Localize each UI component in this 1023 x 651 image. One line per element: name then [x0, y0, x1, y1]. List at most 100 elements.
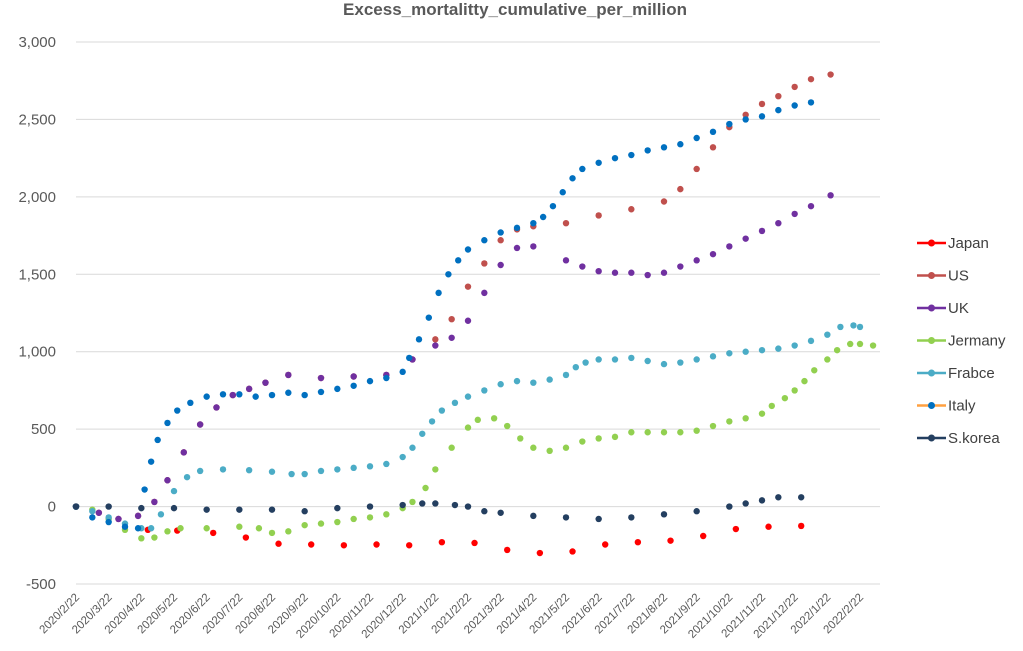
- data-point: [464, 246, 472, 253]
- data-point: [170, 504, 178, 512]
- legend-marker: [928, 337, 935, 344]
- legend-label: US: [948, 268, 969, 285]
- data-point: [513, 244, 521, 252]
- data-point: [837, 323, 844, 331]
- data-point: [350, 373, 357, 380]
- data-point: [559, 189, 566, 196]
- data-point: [742, 348, 749, 355]
- data-point: [726, 350, 733, 357]
- data-point: [262, 379, 269, 386]
- data-point: [595, 267, 602, 275]
- data-point: [726, 418, 733, 425]
- data-point: [141, 486, 148, 493]
- legend-item-s-korea: S.korea: [917, 430, 1000, 447]
- data-point: [517, 435, 524, 442]
- legend-marker: [928, 239, 935, 247]
- data-point: [419, 430, 426, 437]
- data-point: [572, 364, 579, 371]
- data-point: [95, 509, 103, 516]
- data-point: [409, 444, 416, 451]
- data-point: [252, 393, 259, 400]
- data-point: [203, 525, 210, 532]
- data-point: [134, 525, 142, 532]
- legend-item-us: US: [917, 268, 969, 285]
- data-point: [451, 501, 459, 509]
- data-point: [847, 340, 854, 348]
- data-point: [628, 354, 635, 362]
- data-point: [595, 212, 602, 219]
- data-point: [301, 521, 308, 529]
- series-us: [72, 71, 834, 523]
- data-point: [105, 514, 112, 521]
- data-point: [203, 393, 210, 400]
- data-point: [758, 497, 766, 504]
- data-point: [409, 498, 416, 506]
- data-point: [236, 506, 243, 513]
- data-point: [824, 356, 831, 363]
- data-point: [667, 537, 674, 544]
- data-point: [481, 508, 488, 515]
- data-point: [196, 467, 204, 475]
- data-point: [317, 388, 325, 396]
- data-point: [677, 263, 684, 270]
- gridlines: [76, 41, 880, 585]
- data-point: [726, 503, 733, 510]
- data-point: [464, 503, 472, 510]
- data-point: [602, 541, 609, 548]
- data-point: [595, 435, 602, 442]
- data-point: [196, 421, 204, 428]
- data-point: [268, 391, 276, 399]
- data-point: [709, 144, 717, 151]
- data-point: [628, 151, 635, 159]
- y-tick-label: 1,500: [18, 266, 56, 283]
- y-tick-label: -500: [26, 576, 56, 593]
- data-point: [628, 514, 635, 521]
- data-point: [539, 213, 547, 221]
- data-point: [471, 539, 478, 547]
- data-point: [255, 525, 263, 532]
- data-point: [677, 141, 684, 148]
- data-point: [827, 71, 834, 78]
- data-point: [530, 379, 537, 386]
- data-point: [791, 342, 798, 349]
- data-point: [399, 501, 406, 509]
- data-point: [451, 399, 459, 407]
- data-point: [210, 529, 217, 537]
- data-point: [807, 99, 815, 106]
- legend-label: Frabce: [948, 365, 995, 382]
- data-point: [464, 283, 472, 290]
- data-point: [742, 415, 749, 422]
- legend-label: UK: [948, 300, 969, 317]
- data-point: [174, 407, 181, 414]
- data-point: [742, 116, 749, 123]
- data-point: [709, 128, 717, 136]
- data-point: [285, 371, 292, 379]
- data-point: [634, 538, 642, 546]
- data-point: [660, 429, 668, 436]
- data-point: [288, 470, 295, 478]
- data-point: [660, 198, 668, 205]
- data-point: [105, 503, 112, 510]
- data-point: [677, 359, 684, 366]
- data-point: [677, 185, 684, 193]
- data-point: [791, 387, 798, 394]
- data-point: [807, 202, 815, 210]
- data-point: [530, 219, 537, 227]
- data-point: [709, 250, 717, 258]
- data-point: [340, 542, 348, 549]
- data-point: [768, 402, 775, 410]
- data-point: [275, 540, 282, 547]
- data-point: [428, 418, 436, 425]
- data-point: [765, 523, 772, 530]
- legend-marker: [928, 402, 935, 409]
- data-point: [432, 342, 439, 349]
- data-point: [513, 377, 521, 385]
- data-point: [530, 444, 537, 451]
- data-point: [833, 346, 841, 354]
- data-point: [497, 229, 504, 236]
- data-point: [464, 424, 472, 431]
- data-point: [334, 504, 341, 512]
- data-point: [435, 289, 442, 297]
- data-point: [546, 447, 553, 455]
- data-point: [164, 419, 171, 427]
